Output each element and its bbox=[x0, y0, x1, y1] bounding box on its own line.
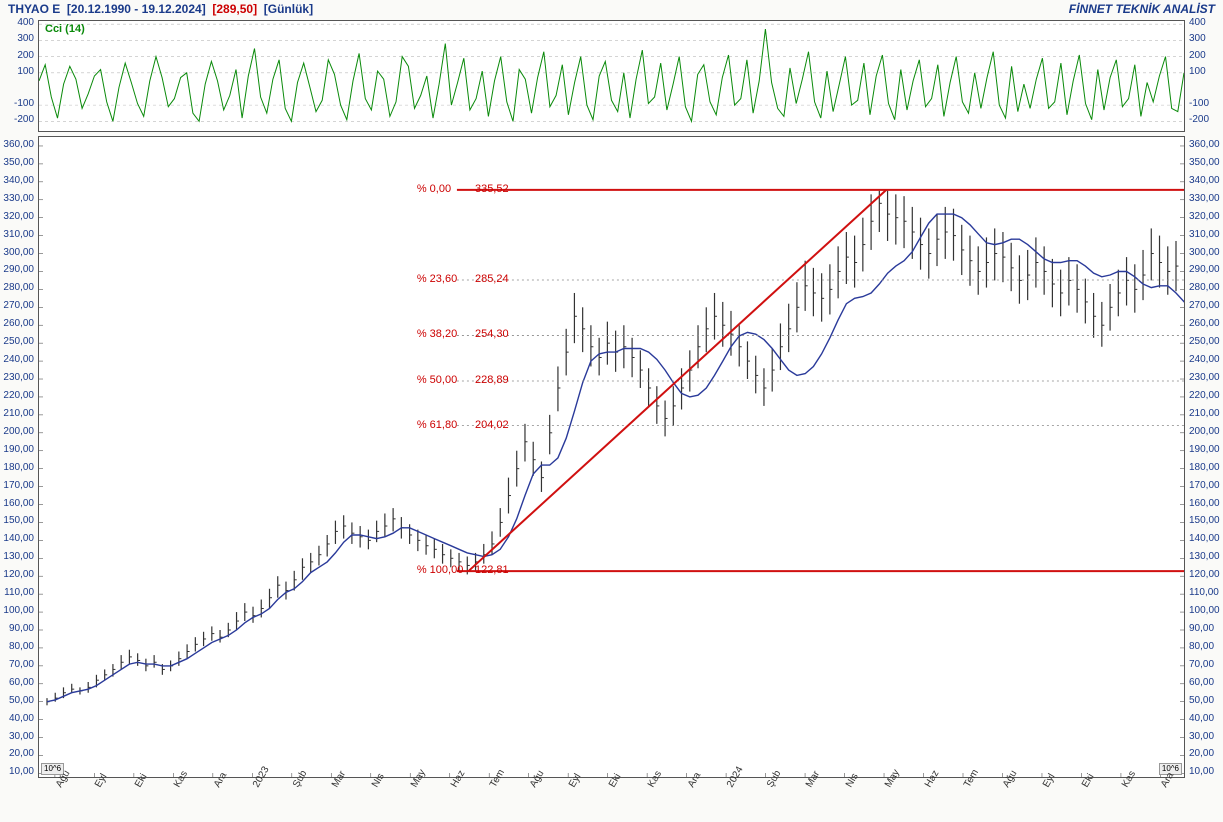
symbol-label: THYAO E bbox=[8, 2, 60, 16]
last-price-label: [289,50] bbox=[212, 2, 257, 16]
fib-level-label: % 38,20 254,30 bbox=[417, 328, 509, 340]
fib-level-label: % 0,00 335,52 bbox=[417, 183, 509, 195]
fib-level-label: % 50,00 228,89 bbox=[417, 374, 509, 386]
cci-label: Cci (14) bbox=[45, 23, 85, 35]
price-y-axis-right: 10,0020,0030,0040,0050,0060,0070,0080,00… bbox=[1187, 136, 1223, 778]
cci-chart bbox=[39, 21, 1184, 131]
price-y-axis-left: 10,0020,0030,0040,0050,0060,0070,0080,00… bbox=[0, 136, 36, 778]
cci-indicator-panel: Cci (14) bbox=[38, 20, 1185, 132]
price-chart bbox=[39, 137, 1184, 777]
brand-label: FİNNET TEKNİK ANALİST bbox=[1069, 2, 1215, 16]
price-chart-panel: % 0,00 335,52 % 23,60 285,24 % 38,20 254,3… bbox=[38, 136, 1185, 778]
date-range-label: [20.12.1990 - 19.12.2024] bbox=[67, 2, 206, 16]
chart-header: THYAO E [20.12.1990 - 19.12.2024] [289,5… bbox=[8, 2, 1215, 16]
fib-level-label: % 61,80 204,02 bbox=[417, 419, 509, 431]
fib-level-label: % 23,60 285,24 bbox=[417, 273, 509, 285]
period-label: [Günlük] bbox=[264, 2, 313, 16]
fib-level-label: % 100,00 122,81 bbox=[417, 564, 509, 576]
cci-y-axis-left: -200-100100200300400 bbox=[0, 20, 36, 132]
x-axis: AğuEylEkiKasAra2023ŞubMarNisMayHazTemAğu… bbox=[38, 778, 1185, 822]
cci-y-axis-right: -200-100100200300400 bbox=[1187, 20, 1223, 132]
